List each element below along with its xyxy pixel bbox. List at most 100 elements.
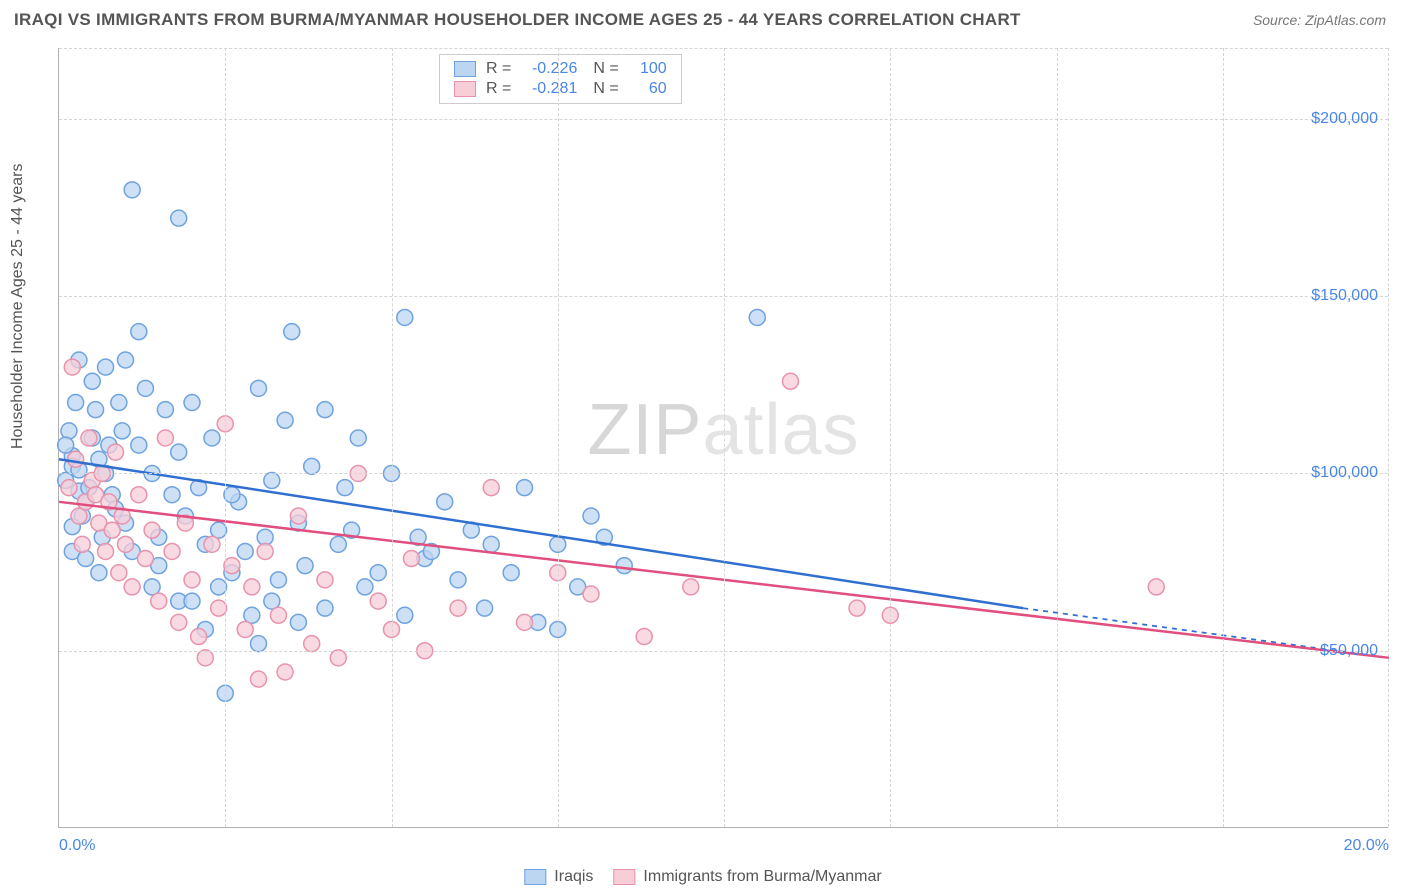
n-value: 100 xyxy=(629,60,667,78)
data-point xyxy=(171,614,187,630)
data-point xyxy=(224,487,240,503)
gridline-v xyxy=(225,48,226,827)
data-point xyxy=(397,309,413,325)
data-point xyxy=(151,593,167,609)
n-label: N = xyxy=(593,80,618,98)
data-point xyxy=(270,572,286,588)
n-label: N = xyxy=(593,60,618,78)
data-point xyxy=(137,380,153,396)
data-point xyxy=(78,551,94,567)
data-point xyxy=(91,565,107,581)
data-point xyxy=(204,430,220,446)
data-point xyxy=(104,522,120,538)
r-value: -0.281 xyxy=(521,80,577,98)
data-point xyxy=(237,621,253,637)
data-point xyxy=(164,487,180,503)
legend-swatch xyxy=(524,869,546,885)
data-point xyxy=(191,629,207,645)
data-point xyxy=(450,572,466,588)
data-point xyxy=(171,210,187,226)
data-point xyxy=(370,593,386,609)
gridline-v xyxy=(1223,48,1224,827)
legend-item: Immigrants from Burma/Myanmar xyxy=(613,868,881,886)
data-point xyxy=(68,395,84,411)
data-point xyxy=(237,543,253,559)
data-point xyxy=(370,565,386,581)
r-label: R = xyxy=(486,60,511,78)
data-point xyxy=(1148,579,1164,595)
y-tick-label: $200,000 xyxy=(1311,110,1378,128)
data-point xyxy=(251,380,267,396)
data-point xyxy=(297,558,313,574)
data-point xyxy=(357,579,373,595)
data-point xyxy=(137,551,153,567)
gridline-v xyxy=(890,48,891,827)
gridline-v xyxy=(558,48,559,827)
data-point xyxy=(98,359,114,375)
data-point xyxy=(350,430,366,446)
data-point xyxy=(270,607,286,623)
y-axis-title: Householder Income Ages 25 - 44 years xyxy=(9,164,27,450)
data-point xyxy=(277,412,293,428)
data-point xyxy=(184,395,200,411)
data-point xyxy=(477,600,493,616)
data-point xyxy=(251,671,267,687)
data-point xyxy=(184,593,200,609)
data-point xyxy=(144,522,160,538)
source-label: Source: ZipAtlas.com xyxy=(1253,12,1386,28)
data-point xyxy=(290,614,306,630)
header-row: IRAQI VS IMMIGRANTS FROM BURMA/MYANMAR H… xyxy=(0,0,1406,38)
chart-area: ZIPatlas R =-0.226N =100R =-0.281N =60 $… xyxy=(58,48,1388,828)
legend-swatch xyxy=(454,61,476,77)
y-tick-label: $100,000 xyxy=(1311,464,1378,482)
stats-row: R = -0.281 N = 60 xyxy=(454,79,667,99)
data-point xyxy=(58,437,74,453)
data-point xyxy=(131,487,147,503)
data-point xyxy=(583,508,599,524)
data-point xyxy=(277,664,293,680)
data-point xyxy=(517,614,533,630)
data-point xyxy=(583,586,599,602)
y-tick-label: $50,000 xyxy=(1320,642,1378,660)
data-point xyxy=(81,430,97,446)
gridline-v xyxy=(392,48,393,827)
data-point xyxy=(157,402,173,418)
data-point xyxy=(118,536,134,552)
r-value: -0.226 xyxy=(521,60,577,78)
data-point xyxy=(108,444,124,460)
data-point xyxy=(437,494,453,510)
data-point xyxy=(68,451,84,467)
data-point xyxy=(403,551,419,567)
data-point xyxy=(211,600,227,616)
y-tick-label: $150,000 xyxy=(1311,287,1378,305)
data-point xyxy=(98,543,114,559)
data-point xyxy=(111,565,127,581)
data-point xyxy=(251,636,267,652)
chart-title: IRAQI VS IMMIGRANTS FROM BURMA/MYANMAR H… xyxy=(14,10,1021,30)
data-point xyxy=(111,395,127,411)
data-point xyxy=(131,324,147,340)
stats-row: R = -0.226 N = 100 xyxy=(454,59,667,79)
data-point xyxy=(157,430,173,446)
data-point xyxy=(483,536,499,552)
legend-swatch xyxy=(613,869,635,885)
data-point xyxy=(61,480,77,496)
data-point xyxy=(264,473,280,489)
data-point xyxy=(783,373,799,389)
data-point xyxy=(616,558,632,574)
data-point xyxy=(204,536,220,552)
data-point xyxy=(211,579,227,595)
data-point xyxy=(749,309,765,325)
r-label: R = xyxy=(486,80,511,98)
data-point xyxy=(284,324,300,340)
data-point xyxy=(317,572,333,588)
legend-label: Immigrants from Burma/Myanmar xyxy=(643,868,881,886)
data-point xyxy=(244,579,260,595)
data-point xyxy=(317,402,333,418)
data-point xyxy=(84,373,100,389)
data-point xyxy=(224,558,240,574)
data-point xyxy=(330,536,346,552)
data-point xyxy=(317,600,333,616)
data-point xyxy=(483,480,499,496)
n-value: 60 xyxy=(629,80,667,98)
